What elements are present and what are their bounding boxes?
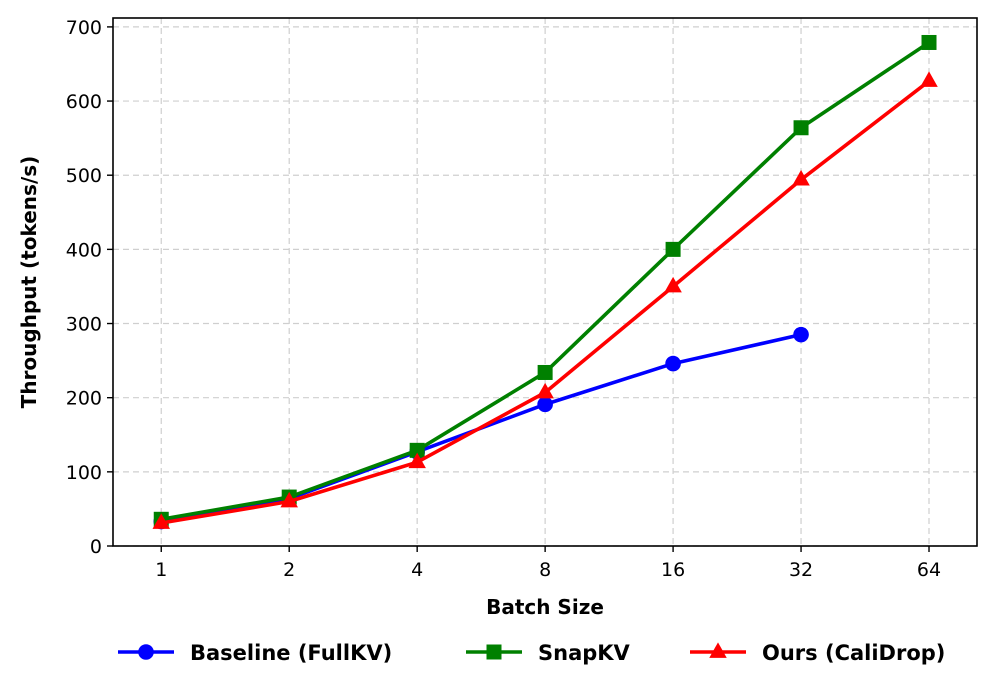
- x-tick-label: 1: [155, 559, 167, 581]
- y-axis-title: Throughput (tokens/s): [17, 156, 41, 409]
- data-point: [793, 120, 809, 136]
- legend-marker: [486, 644, 502, 660]
- x-tick-label: 4: [411, 559, 423, 581]
- y-tick-label: 600: [66, 91, 102, 113]
- legend-label: Ours (CaliDrop): [762, 641, 945, 665]
- x-tick-label: 64: [917, 559, 941, 581]
- y-tick-label: 0: [90, 536, 102, 558]
- data-point: [664, 276, 682, 293]
- x-tick-label: 8: [539, 559, 551, 581]
- data-point: [537, 364, 553, 380]
- data-point: [921, 34, 937, 50]
- data-point: [665, 241, 681, 257]
- x-tick-label: 32: [789, 559, 813, 581]
- series-layer: [152, 34, 938, 530]
- y-tick-label: 200: [66, 388, 102, 410]
- axis-ticks: 1 2 4 8 16 32 64 0 100 200 300 400 500 600 700: [66, 17, 941, 581]
- series-ours-calidrop: [152, 71, 938, 529]
- x-axis-title: Batch Size: [486, 595, 604, 619]
- data-point: [408, 452, 426, 469]
- x-tick-label: 16: [661, 559, 685, 581]
- legend: Baseline (FullKV) SnapKV Ours (CaliDrop): [118, 641, 945, 665]
- y-tick-label: 700: [66, 17, 102, 39]
- data-point: [793, 326, 809, 343]
- legend-entry: SnapKV: [466, 641, 631, 665]
- legend-marker: [138, 644, 154, 660]
- data-point: [152, 513, 170, 529]
- data-point: [792, 170, 810, 186]
- data-point: [280, 491, 298, 508]
- legend-entry: Baseline (FullKV): [118, 641, 392, 665]
- data-point: [536, 382, 554, 399]
- legend-label: Baseline (FullKV): [190, 641, 392, 665]
- data-point: [920, 71, 938, 87]
- y-tick-label: 500: [66, 165, 102, 187]
- y-tick-label: 400: [66, 239, 102, 261]
- y-tick-label: 300: [66, 314, 102, 336]
- data-point: [665, 355, 681, 372]
- y-tick-label: 100: [66, 462, 102, 484]
- legend-entry: Ours (CaliDrop): [690, 641, 945, 665]
- data-point: [537, 396, 553, 413]
- legend-marker: [709, 642, 727, 658]
- legend-label: SnapKV: [538, 641, 631, 665]
- x-tick-label: 2: [283, 559, 295, 581]
- data-point: [409, 442, 425, 458]
